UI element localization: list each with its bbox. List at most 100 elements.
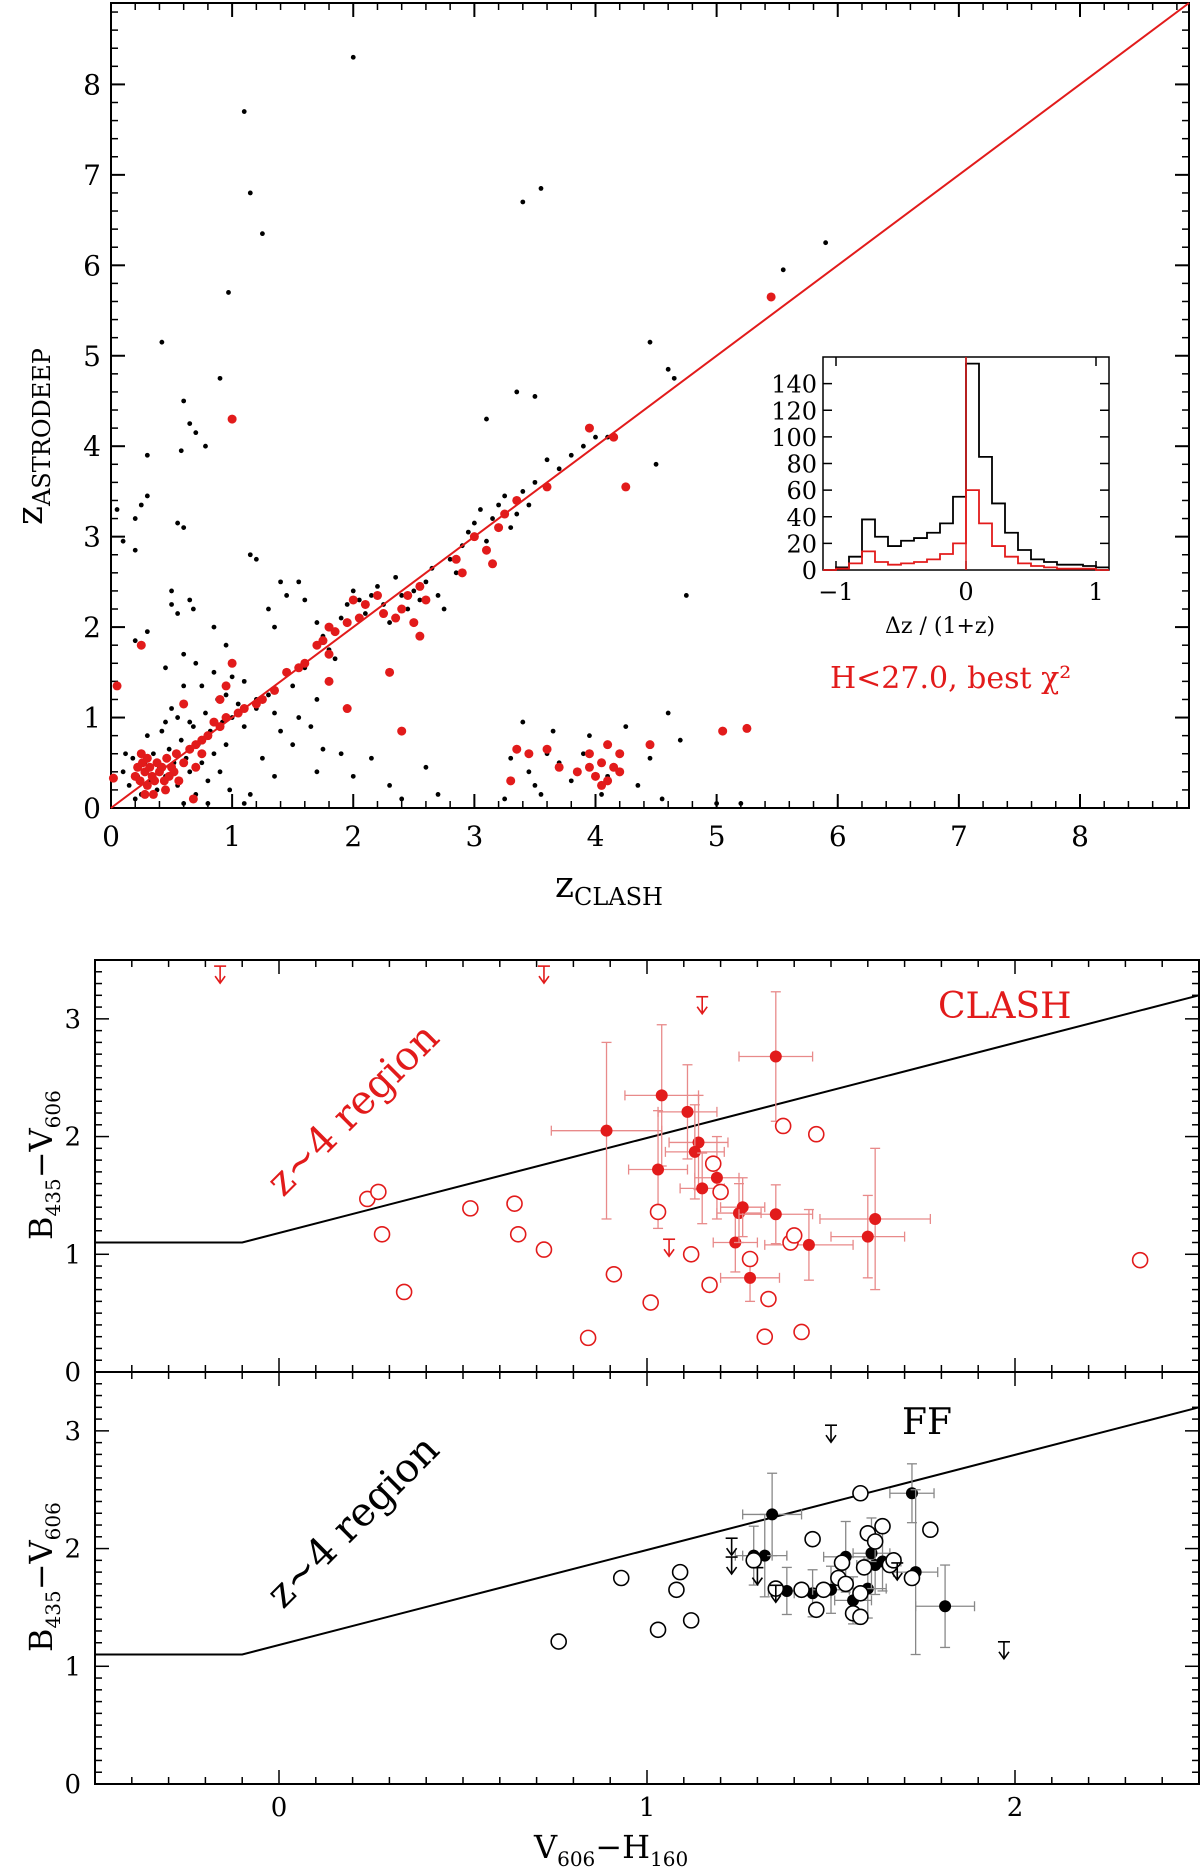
ff-xlabel-sub2: 160 — [650, 1847, 688, 1867]
black-data-point — [181, 525, 187, 531]
one-to-one-line — [110, 2, 1190, 809]
ff-selection-line — [95, 1406, 1200, 1656]
ff-open-point — [671, 1563, 689, 1581]
black-data-point — [314, 769, 320, 775]
clash-open-point — [373, 1225, 391, 1243]
black-data-point — [508, 755, 514, 761]
black-data-point — [369, 755, 374, 761]
black-data-point — [538, 186, 544, 191]
top-x-tick-label: 2 — [344, 820, 362, 853]
black-data-point — [123, 751, 128, 757]
ff-ylabel-dash: −V — [22, 1539, 60, 1590]
red-data-point — [188, 794, 198, 804]
ff-open-point — [550, 1633, 567, 1650]
black-data-point — [187, 769, 193, 775]
red-data-point — [409, 618, 419, 628]
black-data-point — [120, 538, 126, 544]
black-data-point — [247, 552, 253, 558]
red-data-point — [584, 423, 594, 433]
ff-upper-limit-arrow — [825, 1434, 837, 1444]
black-data-point — [356, 597, 362, 603]
black-data-point — [405, 606, 411, 612]
black-data-point — [169, 588, 174, 594]
black-data-point — [144, 493, 150, 499]
ff-filled-point — [865, 1547, 878, 1560]
black-data-point — [272, 773, 277, 779]
top-x-tick-label: 0 — [102, 820, 120, 853]
black-data-point — [175, 611, 181, 616]
black-data-point — [290, 683, 296, 689]
ff-xlabel-sub1: 606 — [557, 1847, 595, 1867]
black-data-point — [253, 556, 259, 562]
ff-x-tick-label: 2 — [1007, 1793, 1024, 1823]
red-data-point — [148, 789, 158, 799]
top-data-points — [108, 54, 829, 806]
black-data-point — [338, 751, 344, 757]
red-data-point — [227, 658, 237, 668]
black-data-point — [193, 430, 199, 436]
clash-open-point — [1131, 1251, 1149, 1269]
black-data-point — [223, 742, 229, 748]
red-data-point — [506, 776, 516, 786]
clash-filled-point — [652, 1163, 665, 1176]
black-data-point — [217, 769, 223, 775]
top-x-tick-label: 7 — [950, 820, 968, 853]
black-data-point — [544, 457, 550, 463]
clash-open-point — [807, 1125, 825, 1143]
inset-xlabel: Δz / (1+z) — [885, 614, 995, 639]
black-data-point — [580, 751, 586, 757]
ff-upper-limit-arrow — [751, 1577, 764, 1587]
clash-selection-boundary — [95, 994, 1200, 1244]
top-y-tick-label: 2 — [83, 611, 101, 644]
black-data-point — [205, 778, 211, 784]
black-data-point — [120, 769, 126, 775]
black-data-point — [150, 751, 156, 757]
clash-y-tick-label: 0 — [64, 1358, 81, 1388]
black-data-point — [538, 792, 544, 797]
inset-y-tick-label: 20 — [786, 530, 817, 558]
red-data-point — [615, 749, 625, 759]
black-data-point — [520, 199, 526, 205]
black-data-point — [484, 416, 489, 422]
black-data-point — [441, 606, 447, 612]
black-data-point — [144, 629, 150, 635]
clash-y-tick-label: 2 — [64, 1123, 81, 1153]
red-data-point — [360, 599, 370, 609]
red-data-point — [421, 595, 431, 605]
clash-filled-point — [744, 1271, 757, 1284]
ff-open-point — [885, 1552, 902, 1569]
black-data-point — [580, 443, 586, 449]
black-data-point — [520, 719, 526, 725]
top-ylabel-sub: ASTRODEEP — [28, 348, 56, 507]
clash-open-point — [605, 1265, 623, 1283]
clash-filled-point — [600, 1124, 613, 1137]
ff-open-point — [815, 1581, 832, 1599]
clash-open-point — [509, 1225, 527, 1243]
red-data-point — [324, 622, 334, 632]
ff-open-point — [866, 1533, 884, 1550]
black-data-point — [526, 769, 532, 775]
clash-axis-ticks: 0 1 2 3 — [64, 960, 1199, 1388]
inset-y-tick-label: 0 — [802, 557, 817, 585]
black-data-point — [144, 733, 150, 739]
ff-open-point — [804, 1530, 821, 1548]
clash-open-point — [370, 1183, 387, 1201]
clash-filled-point — [681, 1105, 694, 1118]
black-data-point — [484, 538, 489, 544]
red-data-point — [379, 609, 389, 619]
black-data-point — [308, 724, 314, 729]
red-data-point — [227, 414, 237, 424]
top-y-tick-label: 1 — [83, 702, 101, 735]
black-data-point — [175, 520, 181, 526]
inset-x-tick-label: −1 — [818, 578, 853, 606]
clash-upper-limit-arrow — [696, 1006, 708, 1016]
black-data-point — [435, 792, 441, 797]
ff-filled-point — [766, 1508, 779, 1521]
black-data-point — [130, 755, 136, 761]
ff-axis-ticks: 0 1 2 0 1 2 3 — [64, 1372, 1199, 1823]
black-data-point — [235, 701, 241, 707]
black-data-point — [159, 339, 165, 345]
black-data-point — [435, 593, 441, 598]
ff-ylabel-sub2: 606 — [41, 1502, 65, 1540]
